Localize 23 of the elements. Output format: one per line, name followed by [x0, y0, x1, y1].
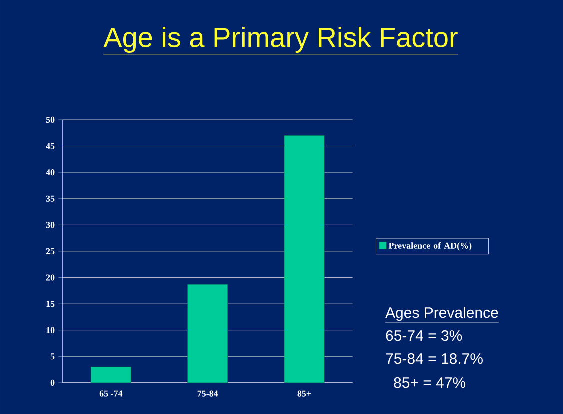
bar: [188, 284, 228, 383]
y-tick-label: 15: [46, 301, 55, 308]
y-tick-label: 20: [46, 274, 55, 281]
y-tick-label: 45: [46, 143, 55, 150]
text: 85+ = 47%: [394, 378, 466, 388]
y-tick-label: 35: [46, 196, 55, 202]
y-tick-label: 5: [50, 354, 55, 360]
chart-title: Age is a Primary Risk Factor: [104, 26, 458, 54]
x-tick-label: 65 -74: [100, 390, 123, 397]
x-tick-label: 75-84: [198, 390, 218, 397]
y-tick-label: 40: [46, 170, 55, 176]
y-tick-label: 10: [46, 327, 55, 334]
bar: [90, 366, 132, 383]
y-tick-label: 30: [46, 222, 55, 228]
y-tick-label: 25: [46, 248, 55, 254]
legend-label: Prevalence of AD(%): [388, 242, 472, 251]
text: 75-84 = 18.7%: [386, 354, 483, 364]
bar: [284, 136, 325, 383]
y-tick-label: 50: [46, 116, 55, 124]
x-tick-label: 85+: [298, 390, 312, 397]
text: Ages Prevalence: [386, 307, 498, 322]
y-tick-label: 0: [50, 380, 55, 386]
text: 65-74 = 3%: [386, 330, 462, 342]
